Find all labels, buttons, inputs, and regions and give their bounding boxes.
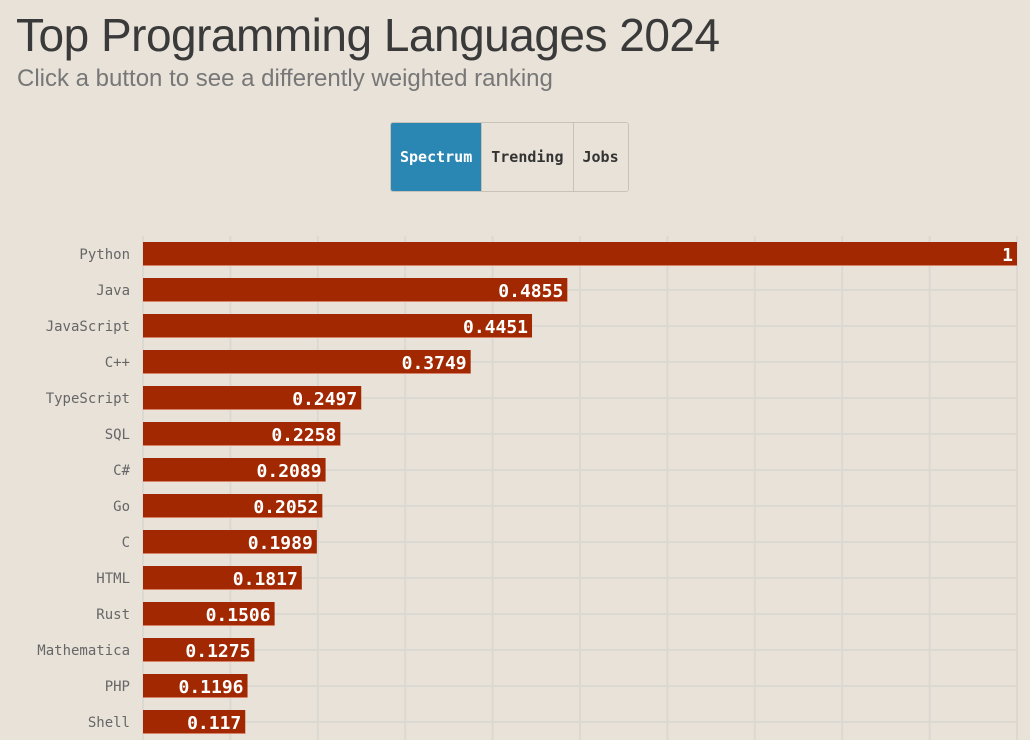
bar — [143, 494, 323, 518]
category-label: PHP — [105, 679, 130, 695]
spectrum-button[interactable]: Spectrum — [391, 123, 483, 191]
value-label: 1 — [1002, 245, 1013, 266]
value-label: 0.2497 — [292, 389, 357, 410]
category-label: Python — [79, 247, 130, 263]
category-label: C# — [113, 463, 130, 479]
value-label: 0.3749 — [402, 353, 467, 374]
value-label: 0.1817 — [233, 569, 298, 590]
trending-button[interactable]: Trending — [482, 123, 574, 191]
category-label: Go — [113, 499, 130, 515]
value-label: 0.117 — [187, 713, 241, 734]
bar-underline — [143, 301, 568, 302]
value-label: 0.2258 — [271, 425, 336, 446]
bar-underline — [143, 373, 471, 374]
page-subtitle: Click a button to see a differently weig… — [17, 65, 553, 92]
bar — [143, 602, 275, 626]
bar-underline — [143, 553, 317, 554]
category-label: Java — [96, 283, 130, 299]
value-label: 0.4855 — [498, 281, 563, 302]
bar-underline — [143, 733, 246, 734]
bar — [143, 350, 471, 374]
value-label: 0.1989 — [248, 533, 313, 554]
category-label: C++ — [105, 355, 130, 371]
bar-underline — [143, 445, 341, 446]
value-label: 0.1275 — [185, 641, 250, 662]
bar — [143, 566, 302, 590]
category-label: TypeScript — [46, 391, 130, 407]
jobs-button[interactable]: Jobs — [573, 123, 628, 191]
category-label: Rust — [96, 607, 130, 623]
category-label: HTML — [96, 571, 130, 587]
bar-underline — [143, 697, 248, 698]
bar-underline — [143, 481, 326, 482]
value-label: 0.4451 — [463, 317, 528, 338]
bar — [143, 278, 568, 302]
bar — [143, 710, 246, 734]
bar — [143, 386, 362, 410]
bar — [143, 674, 248, 698]
ranking-button-group: Spectrum Trending Jobs — [390, 122, 629, 192]
category-label: C — [122, 535, 130, 551]
bar — [143, 530, 317, 554]
bar — [143, 314, 533, 338]
bar-underline — [143, 625, 275, 626]
category-label: Mathematica — [37, 643, 130, 659]
bar — [143, 458, 326, 482]
value-label: 0.1506 — [206, 605, 271, 626]
bar-underline — [143, 265, 1017, 266]
category-label: Shell — [88, 715, 130, 731]
value-label: 0.1196 — [178, 677, 243, 698]
bar — [143, 242, 1017, 266]
bar-underline — [143, 589, 302, 590]
bar-underline — [143, 517, 323, 518]
bar-underline — [143, 409, 362, 410]
bar-underline — [143, 661, 255, 662]
bar-underline — [143, 337, 533, 338]
category-label: JavaScript — [46, 319, 130, 335]
category-label: SQL — [105, 427, 130, 443]
value-label: 0.2089 — [257, 461, 322, 482]
page-title: Top Programming Languages 2024 — [16, 9, 720, 61]
bar — [143, 638, 255, 662]
bar — [143, 422, 341, 446]
value-label: 0.2052 — [253, 497, 318, 518]
